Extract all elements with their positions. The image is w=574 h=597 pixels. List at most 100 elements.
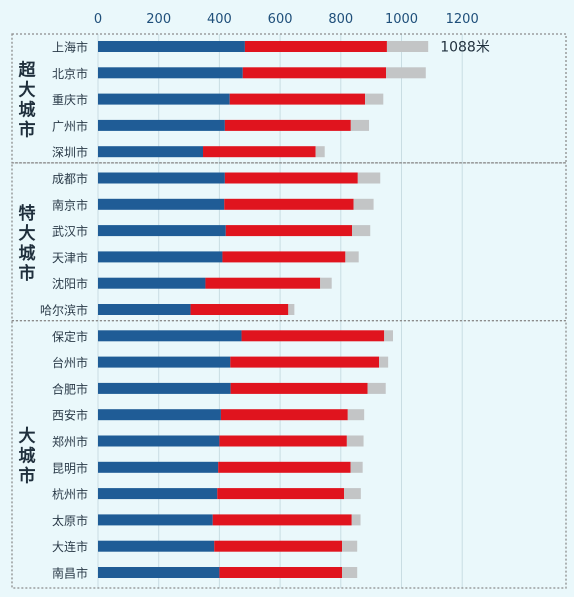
category-label: 昆明市: [52, 460, 88, 475]
category-label: 郑州市: [52, 434, 88, 449]
category-label: 大连市: [52, 539, 88, 554]
category-label: 广州市: [52, 118, 88, 133]
bar-segment: [98, 119, 225, 131]
category-label: 太原市: [52, 513, 88, 528]
bar-segment: [98, 172, 225, 184]
bar-segment: [98, 198, 225, 210]
group-label: 城: [19, 446, 36, 466]
bar-segment: [98, 251, 223, 263]
bar-segment: [350, 461, 363, 473]
bar-segment: [288, 304, 295, 315]
group-frame: [11, 319, 567, 589]
bar-segment: [98, 514, 213, 526]
bar-segment: [241, 330, 385, 342]
bar-segment: [217, 488, 345, 500]
bar-segment: [98, 330, 242, 342]
x-tick-label: 200: [146, 12, 171, 27]
bar-segment: [98, 41, 245, 52]
category-label: 重庆市: [52, 92, 88, 107]
bar-segment: [351, 514, 361, 526]
category-label: 南昌市: [52, 566, 88, 581]
bar-segment: [98, 435, 220, 447]
bar-segment: [98, 93, 230, 105]
bar-segment: [98, 304, 191, 315]
bar-segment: [344, 488, 361, 500]
group-label: 市: [19, 465, 36, 486]
bar-segment: [353, 198, 374, 210]
group-label: 大: [19, 223, 36, 244]
group-label: 大: [19, 79, 36, 100]
bar-segment: [190, 304, 289, 315]
bar-segment: [320, 277, 332, 289]
category-label: 武汉市: [52, 224, 88, 239]
group-label: 大: [19, 425, 36, 446]
group-label: 市: [19, 119, 36, 140]
bar-segment: [98, 67, 243, 79]
bar-segment: [218, 461, 351, 473]
bar-segment: [386, 67, 426, 79]
bar-segment: [229, 93, 366, 105]
bar-segment: [205, 277, 321, 289]
bar-segment: [98, 146, 204, 158]
category-label: 合肥市: [52, 381, 88, 396]
group-label: 市: [19, 263, 36, 284]
x-tick-label: 1000: [385, 12, 418, 27]
bar-segment: [212, 514, 352, 526]
bar-segment: [386, 41, 429, 52]
bar-segment: [98, 225, 226, 237]
bar-segment: [224, 198, 354, 210]
group-label: 城: [19, 100, 36, 120]
bar-segment: [379, 356, 389, 368]
category-label: 天津市: [52, 250, 88, 265]
category-label: 北京市: [52, 66, 88, 81]
bar-segment: [384, 330, 394, 342]
bar-segment: [230, 382, 368, 394]
bar-segment: [98, 277, 206, 289]
bar-segment: [98, 409, 221, 421]
category-label: 西安市: [52, 408, 88, 423]
bar-segment: [345, 251, 359, 263]
bar-segment: [342, 540, 358, 552]
x-tick-label: 400: [207, 12, 232, 27]
bar-segment: [98, 356, 231, 368]
group-label: 超: [19, 59, 37, 80]
category-label: 杭州市: [52, 487, 88, 502]
bar-segment: [315, 146, 325, 158]
bar-segment: [347, 409, 365, 421]
bar-segment: [357, 172, 381, 184]
bar-segment: [342, 567, 358, 578]
x-tick-label: 600: [268, 12, 293, 27]
bar-segment: [219, 567, 343, 578]
bar-segment: [222, 251, 346, 263]
category-label: 沈阳市: [52, 276, 88, 291]
bar-segment: [214, 540, 343, 552]
bar-segment: [367, 382, 386, 394]
category-label: 上海市: [52, 40, 88, 55]
category-label: 哈尔滨市: [40, 303, 88, 318]
bar-segment: [224, 119, 351, 131]
group-label: 城: [19, 244, 36, 264]
x-tick-label: 0: [94, 12, 102, 27]
category-label: 成都市: [52, 171, 88, 186]
category-label: 深圳市: [52, 145, 88, 160]
bar-segment: [220, 409, 348, 421]
x-tick-label: 1200: [446, 12, 479, 27]
bar-segment: [98, 540, 215, 552]
x-tick-label: 800: [328, 12, 353, 27]
bar-segment: [224, 172, 358, 184]
bar-segment: [244, 41, 387, 52]
annotation-label: 1088米: [440, 40, 490, 56]
bar-segment: [230, 356, 380, 368]
category-label: 保定市: [52, 329, 88, 344]
bar-segment: [219, 435, 347, 447]
group-frame: [11, 162, 567, 322]
category-label: 台州市: [52, 355, 88, 370]
bar-segment: [350, 119, 370, 131]
bar-segment: [365, 93, 384, 105]
bar-segment: [225, 225, 353, 237]
bar-segment: [98, 567, 220, 578]
bar-segment: [352, 225, 371, 237]
bar-segment: [346, 435, 364, 447]
